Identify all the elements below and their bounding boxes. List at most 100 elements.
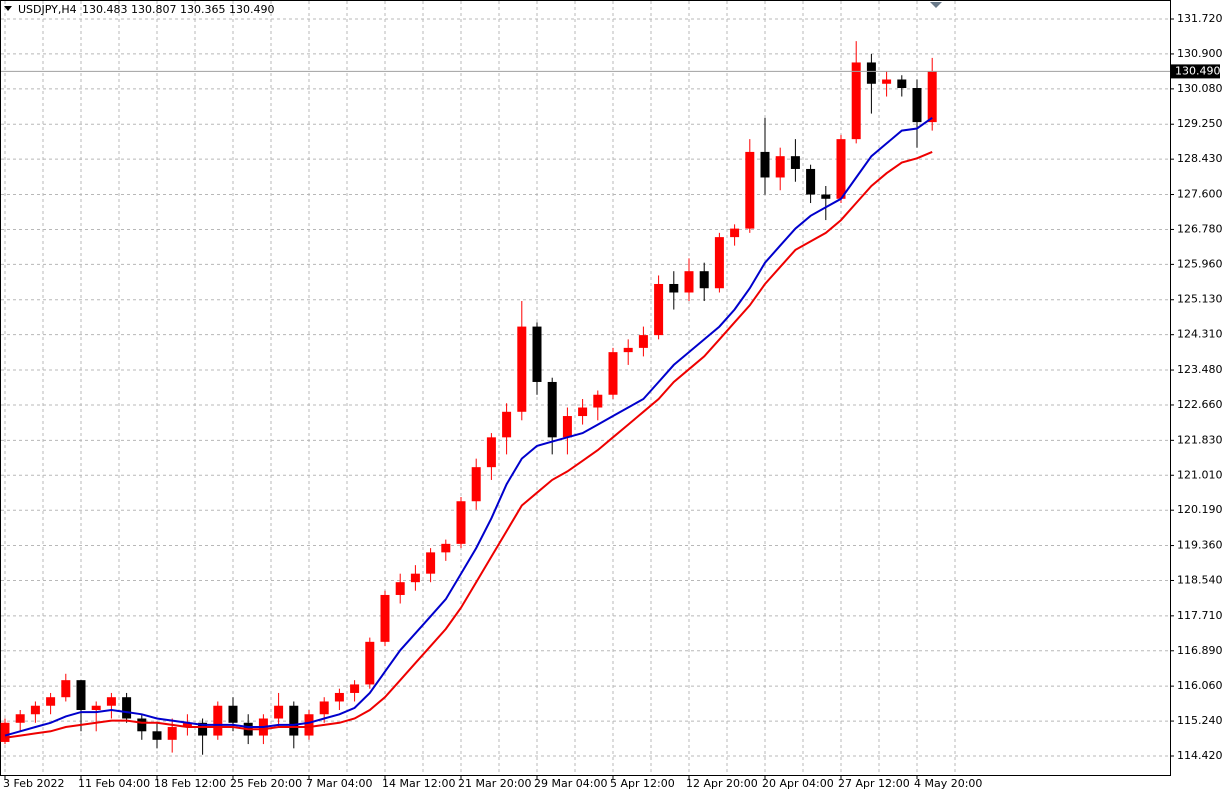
candle-body xyxy=(623,347,633,353)
x-tick-label: 12 Apr 20:00 xyxy=(686,777,758,790)
y-tick-label: 122.660 xyxy=(1177,398,1223,411)
candle-body xyxy=(593,394,603,408)
candle-body xyxy=(866,62,876,84)
candle-body xyxy=(137,718,147,732)
last-price-box xyxy=(1170,64,1220,79)
candle-body xyxy=(213,705,223,736)
candle-body xyxy=(638,335,648,348)
x-tick-label: 4 May 20:00 xyxy=(914,777,982,790)
y-tick-label: 116.890 xyxy=(1177,644,1223,657)
y-tick-label: 129.250 xyxy=(1177,117,1223,130)
x-tick-label: 7 Mar 04:00 xyxy=(306,777,372,790)
y-tick-label: 125.130 xyxy=(1177,293,1223,306)
candle-body xyxy=(410,573,420,583)
candle-body xyxy=(61,680,71,698)
candle-body xyxy=(502,411,512,438)
candle-body xyxy=(91,705,101,710)
candle-body xyxy=(441,543,451,553)
candle-body xyxy=(228,705,238,723)
y-tick-label: 120.190 xyxy=(1177,503,1223,516)
candle-body xyxy=(350,684,360,693)
candle-body xyxy=(912,88,922,123)
shift-marker[interactable] xyxy=(930,2,942,8)
candle-body xyxy=(167,727,177,740)
x-tick-label: 27 Apr 12:00 xyxy=(838,777,910,790)
candle-body xyxy=(46,697,56,706)
candle-body xyxy=(30,705,40,715)
candle-body xyxy=(714,237,724,289)
plot-frame xyxy=(0,0,1171,776)
y-tick-label: 121.010 xyxy=(1177,468,1223,481)
candle-body xyxy=(806,168,816,195)
candle-body xyxy=(486,437,496,468)
candle-body xyxy=(882,79,892,84)
moving-average xyxy=(4,116,933,737)
y-tick-label: 130.080 xyxy=(1177,82,1223,95)
candle-body xyxy=(745,151,755,229)
candle-body xyxy=(821,194,831,199)
candle-body xyxy=(304,714,314,736)
candle-body xyxy=(365,641,375,685)
candle-body xyxy=(76,680,86,710)
candle-body xyxy=(334,692,344,702)
candle-body xyxy=(760,151,770,178)
y-tick-label: 131.720 xyxy=(1177,12,1223,25)
y-tick-label: 123.480 xyxy=(1177,363,1223,376)
quote: 130.483 130.807 130.365 130.490 xyxy=(82,3,274,16)
candle-body xyxy=(182,722,192,728)
y-tick-label: 119.360 xyxy=(1177,539,1223,552)
candle-body xyxy=(380,594,390,642)
candle-body xyxy=(699,271,709,289)
candle-body xyxy=(198,722,208,736)
candle-body xyxy=(152,731,162,740)
candle-body xyxy=(775,156,785,178)
y-tick-label: 124.310 xyxy=(1177,328,1223,341)
x-tick-label: 18 Feb 12:00 xyxy=(154,777,226,790)
candle-body xyxy=(426,552,436,574)
candle-body xyxy=(547,381,557,438)
candle-body xyxy=(15,714,25,723)
symbol: USDJPY,H4 xyxy=(18,3,77,16)
candle-body xyxy=(669,283,679,293)
last-price-label: 130.490 xyxy=(1175,64,1221,77)
moving-average xyxy=(4,150,933,739)
y-tick-label: 127.600 xyxy=(1177,188,1223,201)
candle-body xyxy=(122,697,132,719)
candle-body xyxy=(106,697,116,706)
candle-body xyxy=(927,71,937,123)
x-tick-label: 29 Mar 04:00 xyxy=(534,777,607,790)
y-tick-label: 114.420 xyxy=(1177,749,1223,762)
x-tick-label: 20 Apr 04:00 xyxy=(762,777,834,790)
candle-body xyxy=(471,467,481,502)
candle-body xyxy=(517,326,527,412)
candle-body xyxy=(274,705,284,719)
y-tick-label: 121.830 xyxy=(1177,433,1223,446)
y-tick-label: 116.060 xyxy=(1177,679,1223,692)
candle-body xyxy=(654,283,664,336)
x-tick-label: 5 Apr 12:00 xyxy=(610,777,675,790)
candle-body xyxy=(730,228,740,238)
y-tick-label: 125.960 xyxy=(1177,257,1223,270)
y-tick-label: 118.540 xyxy=(1177,573,1223,586)
x-tick-label: 11 Feb 04:00 xyxy=(78,777,150,790)
x-tick-label: 3 Feb 2022 xyxy=(3,777,64,790)
candle-body xyxy=(0,722,10,742)
candle-body xyxy=(532,326,542,382)
y-tick-label: 128.430 xyxy=(1177,152,1223,165)
y-tick-label: 126.780 xyxy=(1177,222,1223,235)
y-tick-label: 115.240 xyxy=(1177,714,1223,727)
y-tick-label: 117.710 xyxy=(1177,609,1223,622)
x-tick-label: 25 Feb 20:00 xyxy=(230,777,302,790)
y-tick-label: 130.900 xyxy=(1177,47,1223,60)
candle-body xyxy=(319,701,329,715)
candle-body xyxy=(790,156,800,169)
candle-body xyxy=(395,582,405,595)
menu-arrow[interactable] xyxy=(4,6,12,11)
candle-body xyxy=(456,501,466,544)
x-tick-label: 14 Mar 12:00 xyxy=(382,777,455,790)
candle-body xyxy=(851,62,861,140)
x-tick-label: 21 Mar 20:00 xyxy=(458,777,531,790)
candle-body xyxy=(608,352,618,395)
candle-body xyxy=(897,79,907,89)
